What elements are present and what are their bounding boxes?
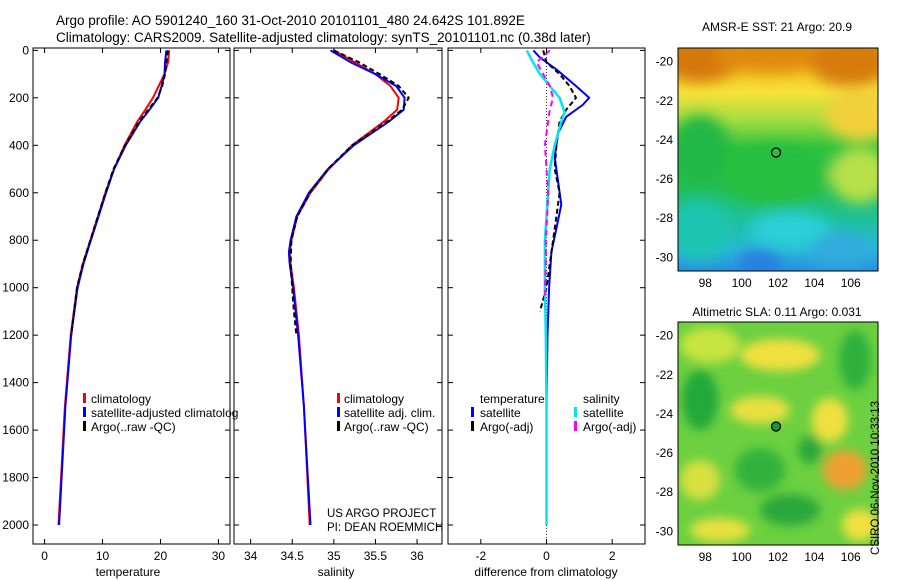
temperature-legend: climatology satellite-adjusted climatolo…: [83, 392, 238, 434]
series-satellite: [287, 49, 406, 526]
legend-label-sal-satellite: satellite: [583, 406, 624, 420]
legend-swatch-temp-argo: [471, 421, 474, 431]
legend-swatch-sal-argo: [574, 421, 577, 431]
x-tick-label: 35.5: [364, 549, 388, 563]
sst-map-image: [678, 48, 878, 271]
map-x-tick-label: 98: [699, 276, 713, 290]
series-temperature-argo: [538, 50, 577, 312]
x-tick-label: -2: [475, 549, 486, 563]
map-y-tick-label: -30: [656, 250, 674, 264]
map-y-tick-label: -30: [656, 524, 674, 538]
legend-swatch-argo: [83, 421, 86, 431]
map-x-tick-label: 102: [768, 550, 788, 564]
legend-label-argo: Argo(..raw -QC): [91, 420, 176, 434]
map-x-tick-label: 100: [732, 276, 752, 290]
sst-map-frame: [677, 47, 879, 272]
y-tick-label: 1400: [2, 376, 29, 390]
legend-heading-salinity: salinity: [583, 392, 620, 406]
climatology-subtitle: Climatology: CARS2009. Satellite-adjuste…: [56, 30, 591, 45]
x-tick-label: 36: [410, 549, 424, 563]
series-argo: [70, 50, 169, 336]
y-tick-label: 1800: [2, 471, 29, 485]
x-tick-label: 30: [212, 549, 226, 563]
salinity-series-group: [287, 49, 410, 526]
y-tick-label: 400: [9, 138, 29, 152]
salinity-legend: climatology satellite adj. clim. Argo(..…: [337, 392, 435, 434]
profile-title: Argo profile: AO 5901240_160 31-Oct-2010…: [56, 13, 525, 28]
map-x-tick-label: 106: [841, 550, 861, 564]
credit-pi: PI: DEAN ROEMMICH: [327, 522, 444, 534]
y-tick-label: 1600: [2, 423, 29, 437]
x-tick-label: 10: [96, 549, 110, 563]
y-tick-label: 200: [9, 91, 29, 105]
map-y-tick-label: -26: [656, 446, 674, 460]
difference-legend: temperature satellite Argo(-adj) salinit…: [471, 392, 636, 434]
map-y-tick-label: -20: [656, 329, 674, 343]
x-tick-label: 35: [327, 549, 341, 563]
salinity-plot-frame: [233, 47, 443, 545]
sla-argo-location-marker: [770, 421, 782, 432]
legend-swatch-sal-satellite: [574, 407, 577, 417]
y-tick-label: 800: [9, 233, 29, 247]
map-y-tick-label: -28: [656, 485, 674, 499]
map-x-tick-label: 104: [804, 276, 824, 290]
x-tick-label: 0: [41, 549, 48, 563]
series-salinity-argo: [535, 49, 555, 300]
legend-label-argo: Argo(..raw -QC): [344, 420, 429, 434]
y-tick-label: 600: [9, 186, 29, 200]
y-tick-label: 1200: [2, 328, 29, 342]
sla-map-title: Altimetric SLA: 0.11 Argo: 0.031: [692, 305, 862, 319]
sla-map-frame: [677, 321, 879, 546]
map-y-tick-label: -26: [656, 172, 674, 186]
map-x-tick-label: 98: [699, 550, 713, 564]
legend-label-sal-argo: Argo(-adj): [583, 420, 636, 434]
difference-series-group: [525, 48, 591, 544]
x-tick-label: 34.5: [281, 549, 305, 563]
y-tick-label: 0: [22, 43, 29, 57]
salinity-xlabel: salinity: [318, 565, 355, 579]
legend-label-temp-argo: Argo(-adj): [480, 420, 533, 434]
map-y-tick-label: -28: [656, 211, 674, 225]
map-y-tick-label: -24: [656, 407, 674, 421]
legend-swatch-satellite: [83, 407, 86, 417]
map-x-tick-label: 100: [732, 550, 752, 564]
map-y-tick-label: -20: [656, 55, 674, 69]
map-y-tick-label: -22: [656, 368, 674, 382]
timestamp-stamp: CSIRO 06-Nov-2010 10:33:13: [870, 400, 882, 555]
map-x-tick-label: 106: [841, 276, 861, 290]
sst-map-title: AMSR-E SST: 21 Argo: 20.9: [702, 20, 852, 34]
difference-xlabel: difference from climatology: [474, 565, 617, 579]
legend-swatch-temp-satellite: [471, 407, 474, 417]
sst-argo-location-marker: [770, 147, 782, 158]
legend-swatch-argo: [337, 421, 340, 431]
credit-project: US ARGO PROJECT: [327, 508, 437, 520]
legend-swatch-satellite: [337, 407, 340, 417]
map-y-tick-label: -22: [656, 94, 674, 108]
legend-label-satellite: satellite adj. clim.: [344, 406, 435, 420]
temperature-series-group: [57, 50, 171, 526]
x-tick-label: 0: [543, 549, 550, 563]
x-tick-label: 2: [609, 549, 616, 563]
legend-label-temp-satellite: satellite: [480, 406, 521, 420]
legend-label-satellite: satellite-adjusted climatolog: [91, 406, 238, 420]
map-x-tick-label: 104: [804, 550, 824, 564]
series-argo: [289, 49, 410, 336]
legend-swatch-climatology: [83, 393, 86, 403]
temperature-xlabel: temperature: [96, 565, 161, 579]
legend-swatch-climatology: [337, 393, 340, 403]
legend-label-climatology: climatology: [91, 392, 151, 406]
legend-label-climatology: climatology: [344, 392, 404, 406]
y-tick-label: 2000: [2, 518, 29, 532]
legend-heading-temperature: temperature: [480, 392, 545, 406]
x-tick-label: 34: [244, 549, 258, 563]
series-salinity-satellite: [525, 49, 566, 525]
map-x-tick-label: 102: [768, 276, 788, 290]
axes-group: 0 10 20 30020040060080010001200140016001800…: [2, 43, 861, 564]
sla-map-image: [678, 322, 878, 545]
map-y-tick-label: -24: [656, 133, 674, 147]
x-tick-label: 20: [154, 549, 168, 563]
y-tick-label: 1000: [2, 281, 29, 295]
